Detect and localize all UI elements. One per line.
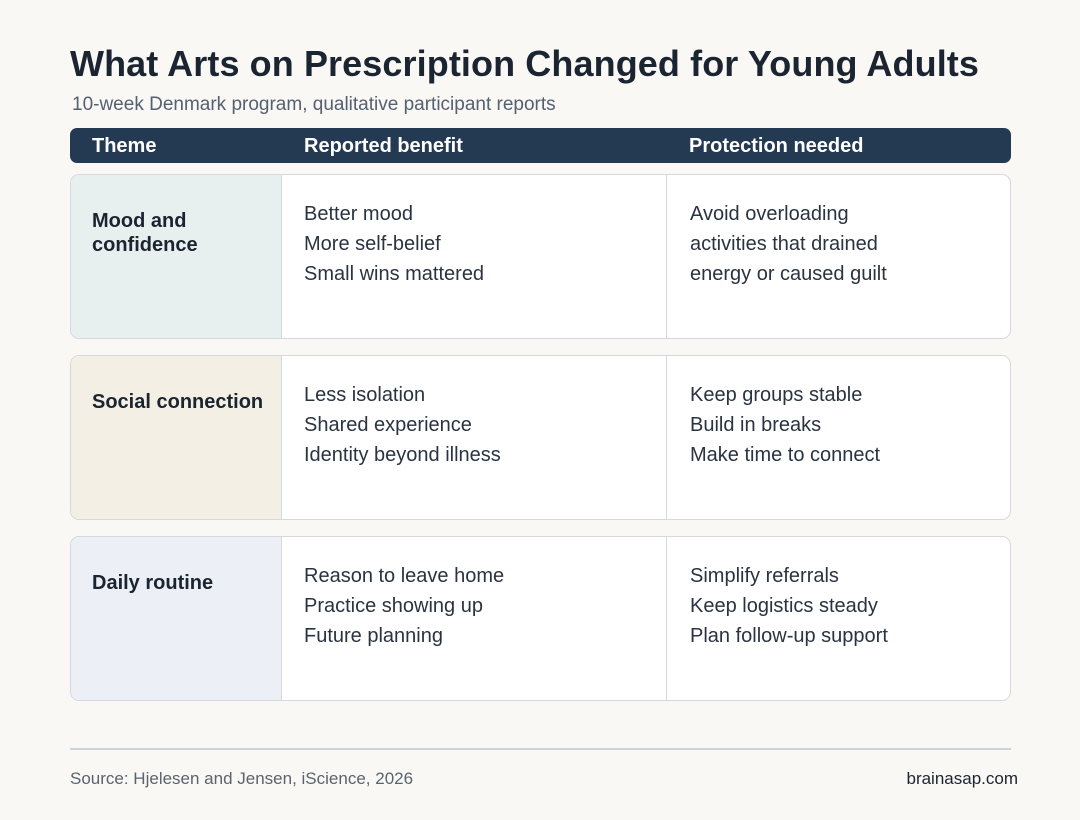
protection-item: Simplify referrals xyxy=(690,565,839,587)
header-reported-benefit: Reported benefit xyxy=(304,135,463,157)
protection-item: activities that drained xyxy=(690,233,878,255)
theme-label: Social connection xyxy=(92,391,264,413)
protection-cell: Keep groups stable Build in breaks Make … xyxy=(668,356,1010,519)
table-header: Theme Reported benefit Protection needed xyxy=(70,128,1011,163)
benefit-item: Reason to leave home xyxy=(304,565,505,587)
table-row-social-connection: Social connection Less isolation Shared … xyxy=(70,355,1011,520)
benefit-item: Shared experience xyxy=(304,414,472,436)
footer-divider xyxy=(70,748,1011,750)
benefit-cell: Less isolation Shared experience Identit… xyxy=(282,356,667,519)
theme-label: Daily routine xyxy=(92,572,214,594)
protection-item: energy or caused guilt xyxy=(690,263,887,285)
benefit-item: Better mood xyxy=(304,203,413,225)
protection-item: Build in breaks xyxy=(690,414,822,436)
protection-item: Make time to connect xyxy=(690,444,881,466)
protection-item: Avoid overloading xyxy=(690,203,849,225)
source-citation: Source: Hjelesen and Jensen, iScience, 2… xyxy=(70,769,414,788)
brand-link[interactable]: brainasap.com xyxy=(906,769,1018,788)
protection-cell: Avoid overloading activities that draine… xyxy=(668,175,1010,338)
benefit-item: Practice showing up xyxy=(304,595,483,617)
theme-cell: Daily routine xyxy=(71,537,282,700)
benefit-item: Less isolation xyxy=(304,384,426,406)
theme-cell: Social connection xyxy=(71,356,282,519)
theme-cell: Mood and confidence xyxy=(71,175,282,338)
table-row-daily-routine: Daily routine Reason to leave home Pract… xyxy=(70,536,1011,701)
benefit-cell: Better mood More self-belief Small wins … xyxy=(282,175,667,338)
benefit-cell: Reason to leave home Practice showing up… xyxy=(282,537,667,700)
page-subtitle: 10-week Denmark program, qualitative par… xyxy=(72,94,556,115)
table-row-mood-and-confidence: Mood and confidence Better mood More sel… xyxy=(70,174,1011,339)
header-theme: Theme xyxy=(92,135,157,157)
benefit-item: Identity beyond illness xyxy=(304,444,501,466)
protection-item: Keep groups stable xyxy=(690,384,863,406)
theme-label: Mood and confidence xyxy=(92,210,198,256)
protection-item: Plan follow-up support xyxy=(690,625,888,647)
header-protection-needed: Protection needed xyxy=(689,135,864,157)
benefit-item: Small wins mattered xyxy=(304,263,485,285)
benefit-item: More self-belief xyxy=(304,233,441,255)
benefit-item: Future planning xyxy=(304,625,443,647)
page-title: What Arts on Prescription Changed for Yo… xyxy=(70,43,980,84)
protection-cell: Simplify referrals Keep logistics steady… xyxy=(668,537,1010,700)
protection-item: Keep logistics steady xyxy=(690,595,878,617)
